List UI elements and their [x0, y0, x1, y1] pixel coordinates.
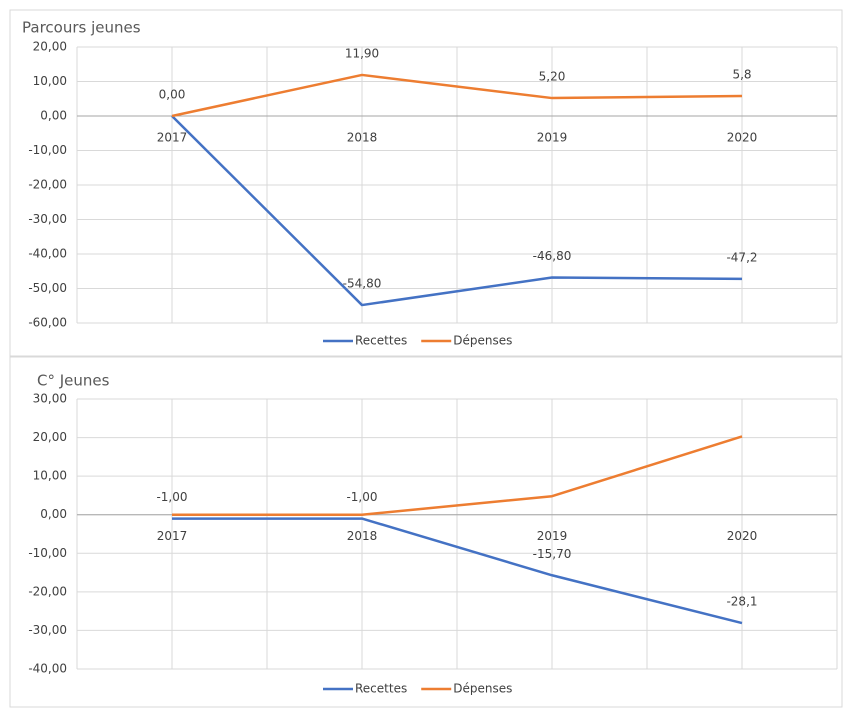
y-tick-label: -40,00 — [28, 247, 67, 261]
data-label: -1,00 — [346, 490, 377, 504]
data-label: 11,90 — [345, 46, 379, 60]
y-tick-label: -60,00 — [28, 316, 67, 330]
y-tick-label: 30,00 — [33, 392, 67, 406]
x-tick-label: 2018 — [347, 529, 378, 543]
chart-frame — [9, 356, 843, 708]
y-tick-label: 0,00 — [40, 507, 67, 521]
series-line — [171, 73, 743, 118]
x-tick-label: 2018 — [347, 131, 378, 145]
data-label: -28,1 — [726, 595, 757, 609]
chart-title: Parcours jeunes — [22, 19, 141, 37]
y-tick-label: 10,00 — [33, 469, 67, 483]
y-tick-label: 20,00 — [33, 430, 67, 444]
y-tick-label: -40,00 — [28, 662, 67, 676]
data-label: 5,20 — [539, 70, 566, 84]
data-label: -1,00 — [156, 490, 187, 504]
series-line — [172, 435, 743, 516]
y-tick-label: 0,00 — [40, 109, 67, 123]
y-tick-label: -10,00 — [28, 143, 67, 157]
data-label: -54,80 — [343, 277, 382, 291]
legend-label: Dépenses — [453, 682, 512, 696]
x-tick-label: 2019 — [537, 131, 568, 145]
chart-frame — [9, 9, 843, 357]
y-tick-label: 10,00 — [33, 74, 67, 88]
x-tick-label: 2020 — [727, 131, 758, 145]
data-label: 5,8 — [732, 67, 751, 81]
x-tick-label: 2017 — [157, 131, 188, 145]
data-label: -46,80 — [533, 249, 572, 263]
y-tick-label: -30,00 — [28, 212, 67, 226]
series-line — [172, 517, 743, 625]
data-label: 0,00 — [159, 88, 186, 102]
data-label: -47,2 — [726, 250, 757, 264]
y-tick-label: -10,00 — [28, 546, 67, 560]
y-tick-label: -20,00 — [28, 178, 67, 192]
data-label: -15,70 — [533, 547, 572, 561]
legend-label: Dépenses — [453, 334, 512, 348]
y-tick-label: -50,00 — [28, 281, 67, 295]
legend-label: Recettes — [355, 682, 407, 696]
y-tick-label: -30,00 — [28, 623, 67, 637]
y-tick-label: 20,00 — [33, 40, 67, 54]
legend-label: Recettes — [355, 334, 407, 348]
series-line — [171, 115, 743, 307]
x-tick-label: 2017 — [157, 529, 188, 543]
chart-title: C° Jeunes — [37, 372, 110, 390]
x-tick-label: 2020 — [727, 529, 758, 543]
y-tick-label: -20,00 — [28, 584, 67, 598]
x-tick-label: 2019 — [537, 529, 568, 543]
